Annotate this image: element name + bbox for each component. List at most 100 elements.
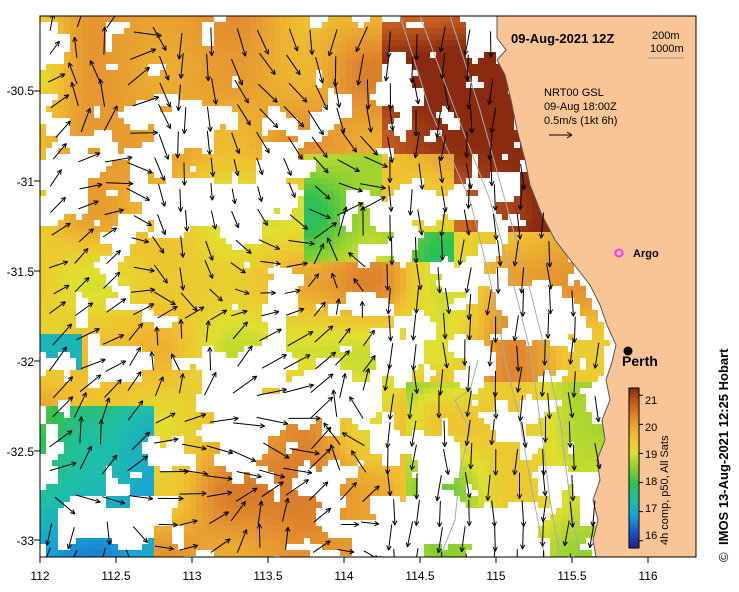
sst-pixel	[220, 166, 226, 172]
sst-pixel	[502, 454, 508, 460]
sst-pixel	[154, 88, 160, 94]
sst-pixel	[214, 166, 220, 172]
sst-pixel	[334, 178, 340, 184]
sst-pixel	[292, 526, 298, 532]
sst-pixel	[496, 208, 502, 214]
sst-pixel	[142, 424, 148, 430]
sst-pixel	[46, 328, 52, 334]
sst-pixel	[418, 418, 424, 424]
sst-pixel	[142, 466, 148, 472]
sst-pixel	[52, 508, 58, 514]
sst-pixel	[346, 82, 352, 88]
sst-pixel	[154, 418, 160, 424]
sst-pixel	[562, 526, 568, 532]
sst-pixel	[58, 64, 64, 70]
sst-pixel	[412, 250, 418, 256]
sst-pixel	[298, 178, 304, 184]
sst-pixel	[304, 436, 310, 442]
sst-pixel	[400, 274, 406, 280]
sst-pixel	[424, 70, 430, 76]
sst-pixel	[82, 106, 88, 112]
sst-pixel	[310, 64, 316, 70]
sst-pixel	[292, 502, 298, 508]
sst-pixel	[76, 472, 82, 478]
sst-pixel	[418, 142, 424, 148]
sst-pixel	[346, 280, 352, 286]
sst-pixel	[190, 226, 196, 232]
sst-pixel	[424, 142, 430, 148]
sst-pixel	[202, 454, 208, 460]
sst-pixel	[400, 400, 406, 406]
sst-pixel	[106, 448, 112, 454]
sst-pixel	[364, 64, 370, 70]
sst-pixel	[448, 484, 454, 490]
sst-pixel	[256, 538, 262, 544]
sst-pixel	[76, 274, 82, 280]
sst-pixel	[226, 496, 232, 502]
sst-pixel	[406, 304, 412, 310]
sst-pixel	[460, 124, 466, 130]
sst-pixel	[100, 76, 106, 82]
sst-pixel	[82, 448, 88, 454]
sst-pixel	[502, 382, 508, 388]
sst-pixel	[106, 334, 112, 340]
sst-pixel	[130, 298, 136, 304]
sst-pixel	[388, 160, 394, 166]
sst-pixel	[292, 256, 298, 262]
sst-pixel	[304, 442, 310, 448]
sst-pixel	[346, 352, 352, 358]
sst-pixel	[100, 106, 106, 112]
sst-pixel	[322, 100, 328, 106]
sst-pixel	[478, 472, 484, 478]
sst-pixel	[166, 394, 172, 400]
sst-pixel	[166, 268, 172, 274]
sst-pixel	[310, 436, 316, 442]
sst-pixel	[196, 160, 202, 166]
sst-pixel	[118, 406, 124, 412]
sst-pixel	[190, 316, 196, 322]
sst-pixel	[220, 544, 226, 550]
sst-pixel	[238, 22, 244, 28]
sst-pixel	[142, 382, 148, 388]
sst-pixel	[52, 418, 58, 424]
sst-pixel	[238, 274, 244, 280]
sst-pixel	[460, 160, 466, 166]
sst-pixel	[238, 142, 244, 148]
sst-pixel	[346, 58, 352, 64]
sst-pixel	[262, 82, 268, 88]
sst-pixel	[454, 160, 460, 166]
sst-pixel	[328, 208, 334, 214]
sst-pixel	[70, 214, 76, 220]
sst-pixel	[394, 184, 400, 190]
sst-pixel	[100, 328, 106, 334]
sst-pixel	[508, 406, 514, 412]
sst-pixel	[472, 88, 478, 94]
sst-pixel	[238, 160, 244, 166]
sst-pixel	[460, 472, 466, 478]
sst-pixel	[478, 334, 484, 340]
sst-pixel	[166, 418, 172, 424]
sst-pixel	[256, 70, 262, 76]
sst-pixel	[310, 280, 316, 286]
sst-pixel	[280, 76, 286, 82]
sst-pixel	[322, 142, 328, 148]
sst-pixel	[196, 478, 202, 484]
sst-pixel	[580, 292, 586, 298]
sst-pixel	[364, 334, 370, 340]
sst-pixel	[220, 154, 226, 160]
sst-pixel	[160, 340, 166, 346]
sst-pixel	[178, 88, 184, 94]
sst-pixel	[172, 166, 178, 172]
sst-pixel	[442, 304, 448, 310]
sst-pixel	[346, 172, 352, 178]
sst-pixel	[52, 16, 58, 22]
sst-pixel	[100, 550, 106, 556]
sst-pixel	[100, 172, 106, 178]
sst-pixel	[388, 142, 394, 148]
sst-pixel	[526, 370, 532, 376]
sst-pixel	[316, 286, 322, 292]
sst-pixel	[538, 448, 544, 454]
sst-pixel	[556, 268, 562, 274]
sst-pixel	[340, 166, 346, 172]
sst-pixel	[496, 154, 502, 160]
